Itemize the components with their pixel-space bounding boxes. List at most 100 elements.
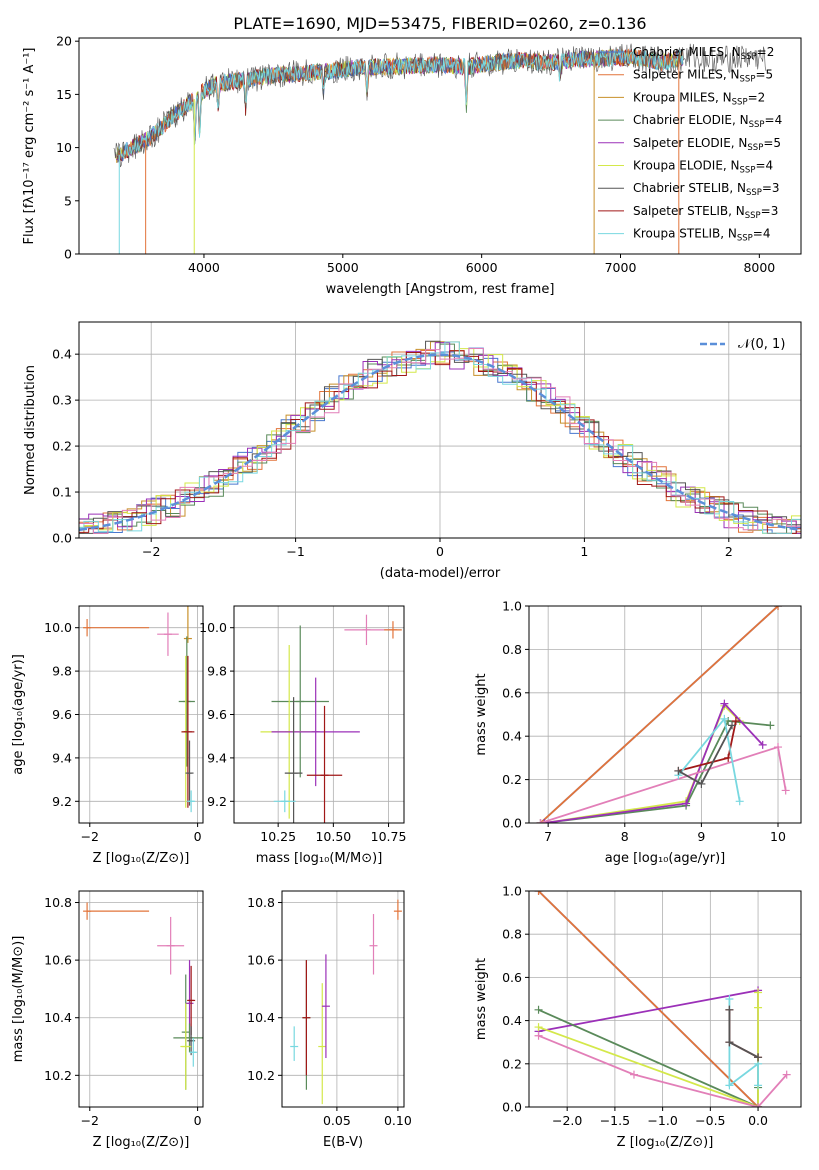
histogram-salpeter_elodie (79, 342, 801, 534)
y-tick-label: 10.2 (44, 1068, 72, 1083)
weight-marker (754, 1053, 763, 1062)
y-tick-label: 0.6 (502, 685, 522, 700)
x-tick-label: −2.0 (552, 1113, 582, 1128)
y-tick-label: 9.4 (207, 750, 227, 765)
weight-line-pink (540, 745, 787, 823)
axes-frame (78, 890, 204, 1108)
y-axis-label: Flux [fλ10⁻¹⁷ erg cm⁻² s⁻¹ A⁻¹] (22, 48, 37, 245)
weight-marker (536, 819, 545, 823)
weight-marker (782, 1070, 791, 1079)
plot-area-age_vs_Z (83, 606, 196, 813)
axes-age_vs_mass: 10.25 10.50 10.75 9.2 9.4 9.6 9.8 10.0 mass [log… (199, 605, 407, 866)
x-tick-label: 5000 (327, 260, 359, 275)
legend-label: Salpeter STELIB, NSSP=3 (633, 204, 778, 221)
weight-marker (725, 1005, 734, 1014)
y-tick-label: 9.4 (52, 750, 72, 765)
weight-line-chabrier_stelib (728, 1009, 759, 1059)
axes-frame (78, 37, 802, 255)
axes-frame (281, 890, 405, 1108)
legend-label: 𝒩(0, 1) (738, 337, 785, 352)
x-tick-label: 8000 (743, 260, 775, 275)
y-tick-label: 0.2 (502, 772, 522, 787)
x-tick-label: 0 (436, 544, 444, 559)
y-tick-label: 9.2 (52, 794, 72, 809)
weight-marker (774, 606, 783, 610)
weight-line-salpeter_miles (539, 606, 779, 823)
weight-marker (754, 988, 763, 997)
x-tick-label: 0.0 (748, 1113, 768, 1128)
x-axis-label: wavelength [Angstrom, rest frame] (326, 282, 555, 297)
legend-label: Chabrier MILES, NSSP=2 (633, 45, 774, 62)
x-tick-label: 7000 (605, 260, 637, 275)
y-tick-label: 10.0 (199, 620, 227, 635)
x-tick-label: 6000 (466, 260, 498, 275)
x-tick-label: 0.05 (323, 1113, 351, 1128)
axes-spectrum: 4000 5000 6000 7000 8000 0 5 10 15 20 wavelength [… (22, 34, 802, 297)
gaussian-curve (79, 353, 801, 532)
x-tick-label: −1 (286, 544, 304, 559)
x-tick-label: 9 (697, 829, 705, 844)
weight-marker (725, 1038, 734, 1047)
y-tick-label: 0.4 (52, 347, 72, 362)
y-tick-label: 10.6 (247, 953, 275, 968)
histogram-salpeter_stelib (79, 350, 801, 534)
y-tick-label: 10.8 (247, 895, 275, 910)
weight-marker (725, 995, 734, 1003)
x-tick-label: −2 (142, 544, 160, 559)
axes-age_vs_Z: −2 0 9.2 9.4 9.6 9.8 10.0 Z [log₁₀(Z/Z⊙)] age [l… (11, 605, 204, 866)
plot-area-spectrum (113, 43, 767, 254)
x-tick-label: 0.10 (384, 1113, 412, 1128)
y-tick-label: 0.0 (502, 816, 522, 831)
weight-line-kroupa_elodie (544, 704, 741, 823)
weight-marker (629, 1070, 638, 1079)
y-tick-label: 0.3 (52, 393, 72, 408)
weight-marker (534, 891, 543, 895)
y-tick-label: 0.1 (52, 485, 72, 500)
plot-area-weight_vs_Z (534, 891, 791, 1107)
spectrum-line-chabrier_stelib (113, 43, 767, 168)
x-tick-label: 10.50 (315, 829, 351, 844)
weight-line-kroupa_elodie (538, 992, 759, 1107)
axes-weight_vs_age: 7 8 9 10 0.0 0.2 0.4 0.6 0.8 1.0 age [log₁₀(age/yr… (474, 599, 802, 866)
plot-area-weight_vs_age (536, 606, 790, 823)
legend-label: Salpeter ELODIE, NSSP=5 (633, 136, 781, 153)
weight-marker (534, 1031, 543, 1040)
x-tick-label: 10.75 (371, 829, 407, 844)
histogram-pink (79, 347, 801, 538)
y-tick-label: 0.2 (502, 1056, 522, 1071)
plot-area-age_vs_mass (260, 614, 402, 823)
axes-weight_vs_Z: −2.0 −1.5 −1.0 −0.5 0.0 0.0 0.2 0.4 0.6 0.8 1.0 Z [… (474, 884, 802, 1150)
x-axis-label: (data-model)/error (380, 566, 501, 581)
weight-marker (728, 721, 737, 730)
y-tick-label: 0.8 (502, 642, 522, 657)
weight-marker (774, 743, 783, 752)
plot-area-residuals (79, 340, 801, 538)
axes-frame (528, 890, 802, 1108)
y-axis-label: mass weight (474, 958, 489, 1040)
y-tick-label: 10 (56, 140, 72, 155)
weight-marker (754, 1103, 763, 1107)
y-tick-label: 9.8 (52, 664, 72, 679)
legend-label: Chabrier STELIB, NSSP=3 (633, 181, 780, 198)
weight-line-kroupa_stelib (728, 999, 759, 1088)
weight-marker (682, 799, 691, 808)
y-tick-label: 1.0 (502, 884, 522, 899)
y-axis-label: Normed distribution (23, 365, 38, 495)
weight-marker (754, 1003, 763, 1012)
y-tick-label: 0.2 (52, 439, 72, 454)
legend-label: Salpeter MILES, NSSP=5 (633, 68, 773, 85)
legend-label: Chabrier ELODIE, NSSP=4 (633, 113, 782, 130)
x-tick-label: −2 (81, 1113, 99, 1128)
legend-label: Kroupa ELODIE, NSSP=4 (633, 159, 773, 176)
plot-area-mass_vs_EBV (290, 899, 402, 1105)
weight-line-salpeter_elodie (544, 701, 764, 823)
axes-frame (528, 605, 802, 824)
y-tick-label: 0.0 (52, 531, 72, 546)
x-axis-label: Z [log₁₀(Z/Z⊙)] (617, 1135, 714, 1150)
weight-line-salpeter_miles (537, 891, 759, 1107)
x-tick-label: −2 (81, 829, 99, 844)
legend-label: Kroupa STELIB, NSSP=4 (633, 227, 771, 244)
weight-marker (720, 714, 729, 723)
x-tick-label: 10.25 (260, 829, 296, 844)
